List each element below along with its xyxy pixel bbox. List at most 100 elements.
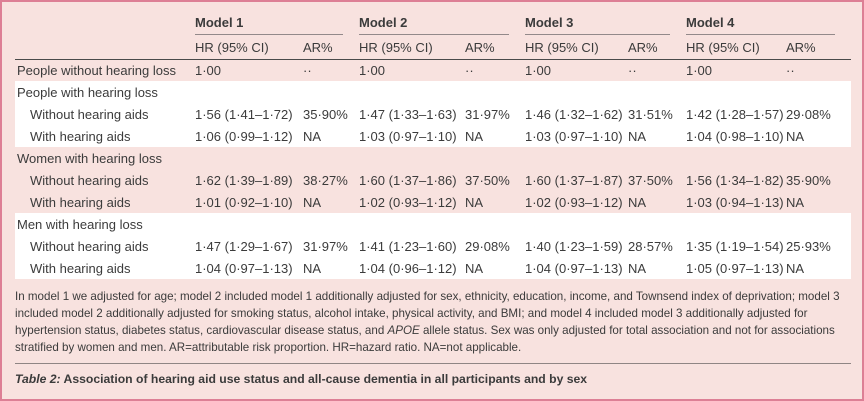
hr-cell xyxy=(359,213,465,235)
hr-cell xyxy=(525,147,628,169)
hr-cell: 1·46 (1·32–1·62) xyxy=(525,106,623,122)
ar-cell: 29·08% xyxy=(465,238,510,254)
ar-cell xyxy=(303,213,359,235)
hr-cell: 1·00 xyxy=(686,62,713,78)
hr-cell xyxy=(686,147,786,169)
table-footnote: In model 1 we adjusted for age; model 2 … xyxy=(15,288,851,356)
ar-cell: ·· xyxy=(786,62,795,78)
table-row: People without hearing loss 1·00 ·· 1·00 ·· 1… xyxy=(15,59,851,81)
ar-cell: NA xyxy=(786,128,805,144)
hr-cell: 1·00 xyxy=(359,62,386,78)
row-label: Without hearing aids xyxy=(30,106,149,122)
ar-cell: NA xyxy=(465,194,484,210)
hr-cell xyxy=(195,147,303,169)
caption-text: Association of hearing aid use status an… xyxy=(60,372,588,386)
ar-cell: 37·50% xyxy=(628,172,673,188)
table-body: People without hearing loss 1·00 ·· 1·00 ·· 1… xyxy=(15,59,851,279)
hr-cell xyxy=(195,81,303,103)
row-label: Without hearing aids xyxy=(30,172,149,188)
ar-cell: 31·97% xyxy=(303,238,348,254)
label-column-subheader xyxy=(15,35,195,60)
model-group-header-2: Model 2 xyxy=(359,8,525,35)
ar-cell xyxy=(628,213,686,235)
ar-cell: NA xyxy=(303,194,322,210)
ar-cell: 31·97% xyxy=(465,106,510,122)
hr-cell: 1·60 (1·37–1·86) xyxy=(359,172,457,188)
ar-cell: 38·27% xyxy=(303,172,348,188)
hr-cell xyxy=(359,81,465,103)
ar-cell xyxy=(303,81,359,103)
ar-cell: ·· xyxy=(628,62,637,78)
row-label: People without hearing loss xyxy=(17,62,176,78)
ar-cell: NA xyxy=(628,194,647,210)
ar-cell: NA xyxy=(465,128,484,144)
ar-cell: ·· xyxy=(465,62,474,78)
table-row: Men with hearing loss xyxy=(15,213,851,235)
ar-header-2: AR% xyxy=(465,35,525,60)
caption-label: Table 2: xyxy=(15,372,61,386)
hr-cell: 1·56 (1·34–1·82) xyxy=(686,172,784,188)
model-group-header-4: Model 4 xyxy=(686,8,851,35)
table-row: With hearing aids 1·01 (0·92–1·10) NA 1·02 … xyxy=(15,191,851,213)
ar-cell xyxy=(786,213,851,235)
hr-cell xyxy=(359,147,465,169)
table-row: With hearing aids 1·04 (0·97–1·13) NA 1·04 … xyxy=(15,257,851,279)
ar-cell: NA xyxy=(786,194,805,210)
table-row: Women with hearing loss xyxy=(15,147,851,169)
hr-cell: 1·47 (1·29–1·67) xyxy=(195,238,293,254)
hr-cell: 1·03 (0·94–1·13) xyxy=(686,194,784,210)
table-row: With hearing aids 1·06 (0·99–1·12) NA 1·03 … xyxy=(15,125,851,147)
row-label: People with hearing loss xyxy=(17,84,158,100)
hr-cell: 1·02 (0·93–1·12) xyxy=(359,194,457,210)
ar-cell: 29·08% xyxy=(786,106,831,122)
footnote-text-1: In model 1 we adjusted for age; model 2 … xyxy=(15,290,840,337)
hr-cell xyxy=(525,81,628,103)
ar-header-1: AR% xyxy=(303,35,359,60)
ar-cell: NA xyxy=(465,260,484,276)
footnote-apoe-italic: APOE xyxy=(387,324,420,337)
hr-cell xyxy=(686,81,786,103)
hr-cell: 1·00 xyxy=(195,62,222,78)
ar-header-3: AR% xyxy=(628,35,686,60)
hr-cell: 1·40 (1·23–1·59) xyxy=(525,238,623,254)
ar-cell: 37·50% xyxy=(465,172,510,188)
hr-cell: 1·60 (1·37–1·87) xyxy=(525,172,623,188)
row-label: With hearing aids xyxy=(30,260,131,276)
table-row: People with hearing loss xyxy=(15,81,851,103)
results-table: Model 1 Model 2 Model 3 Model 4 HR (95% CI)… xyxy=(15,8,851,279)
row-label: With hearing aids xyxy=(30,194,131,210)
row-label: With hearing aids xyxy=(30,128,131,144)
hr-cell xyxy=(525,213,628,235)
row-label: Without hearing aids xyxy=(30,238,149,254)
ar-cell: 25·93% xyxy=(786,238,831,254)
ar-cell xyxy=(786,147,851,169)
hr-cell: 1·05 (0·97–1·13) xyxy=(686,260,784,276)
ar-cell: 28·57% xyxy=(628,238,673,254)
table-caption: Table 2: Association of hearing aid use … xyxy=(15,363,851,386)
ar-cell: 35·90% xyxy=(786,172,831,188)
ar-cell: 31·51% xyxy=(628,106,673,122)
model-group-header-row: Model 1 Model 2 Model 3 Model 4 xyxy=(15,8,851,35)
hr-cell: 1·56 (1·41–1·72) xyxy=(195,106,293,122)
hr-cell: 1·42 (1·28–1·57) xyxy=(686,106,784,122)
ar-cell: NA xyxy=(628,128,647,144)
sub-header-row: HR (95% CI) AR% HR (95% CI) AR% HR (95% CI) A… xyxy=(15,35,851,60)
hr-cell: 1·41 (1·23–1·60) xyxy=(359,238,457,254)
ar-cell xyxy=(628,147,686,169)
ar-cell: NA xyxy=(786,260,805,276)
ar-cell: NA xyxy=(628,260,647,276)
hr-cell: 1·06 (0·99–1·12) xyxy=(195,128,293,144)
ar-cell xyxy=(465,147,525,169)
model-group-header-1: Model 1 xyxy=(195,8,359,35)
hr-cell xyxy=(686,213,786,235)
hr-ci-header-2: HR (95% CI) xyxy=(359,35,465,60)
hr-cell xyxy=(195,213,303,235)
label-column-header xyxy=(15,8,195,35)
ar-cell: ·· xyxy=(303,62,312,78)
ar-cell xyxy=(628,81,686,103)
hr-cell: 1·04 (0·96–1·12) xyxy=(359,260,457,276)
hr-cell: 1·04 (0·98–1·10) xyxy=(686,128,784,144)
footnote-text-2: allele status. Sex was only adjusted for… xyxy=(15,324,835,354)
hr-cell: 1·62 (1·39–1·89) xyxy=(195,172,293,188)
